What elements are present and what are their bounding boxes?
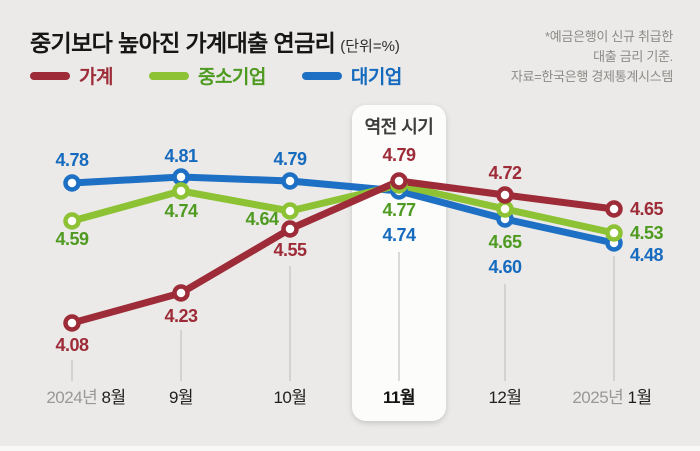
value-label-가계: 4.08: [55, 335, 89, 355]
value-label-중소기업: 4.53: [630, 223, 664, 243]
series-line-대기업: [68, 173, 618, 247]
page-title: 중기보다 높아진 가계대출 연금리: [30, 30, 336, 56]
x-axis-label: 2024년 8월: [46, 388, 125, 407]
data-point-가계: [390, 172, 408, 190]
value-label-가계: 4.79: [382, 145, 416, 165]
legend-label: 가계: [79, 67, 113, 88]
series-line-가계: [68, 177, 618, 327]
data-point-가계: [172, 284, 190, 302]
value-label-가계: 4.23: [164, 306, 198, 326]
value-label-가계: 4.55: [273, 240, 307, 260]
legend-swatch-icon: [148, 71, 189, 80]
data-point-대기업: [63, 174, 81, 192]
legend-swatch-icon: [301, 71, 342, 80]
source-note-line: 자료=한국은행 경제통계시스템: [510, 69, 673, 84]
x-axis-label: 9월: [169, 388, 193, 407]
value-label-중소기업: 4.59: [55, 229, 89, 249]
source-note-line: 대출 금리 기준.: [593, 49, 673, 64]
title-row: 중기보다 높아진 가계대출 연금리 (단위=%): [30, 24, 400, 58]
legend-label: 대기업: [350, 67, 402, 88]
data-point-중소기업: [496, 200, 514, 218]
legend-item-2: 대기업: [301, 62, 402, 89]
value-label-중소기업: 4.77: [382, 200, 416, 220]
value-label-대기업: 4.78: [55, 150, 89, 170]
unit-label: (단위=%): [340, 38, 400, 55]
x-axis-label: 10월: [273, 388, 306, 407]
value-label-가계: 4.65: [630, 199, 664, 219]
data-point-가계: [605, 200, 623, 218]
source-note-line: *예금은행이 신규 취급한: [545, 29, 673, 44]
value-label-대기업: 4.74: [382, 225, 416, 245]
value-label-대기업: 4.79: [273, 149, 307, 169]
value-label-대기업: 4.81: [164, 146, 198, 166]
x-axis-label: 12월: [488, 388, 521, 407]
data-point-중소기업: [605, 224, 623, 242]
legend: 가계 중소기업 대기업: [30, 62, 402, 89]
data-point-대기업: [172, 168, 190, 186]
data-point-대기업: [281, 172, 299, 190]
series-line-중소기업: [68, 181, 618, 237]
value-label-대기업: 4.48: [630, 245, 664, 265]
value-label-중소기업: 4.65: [488, 232, 522, 252]
value-label-중소기업: 4.74: [164, 201, 198, 221]
legend-label: 중소기업: [197, 67, 266, 88]
value-label-중소기업: 4.64: [245, 209, 279, 229]
data-point-중소기업: [172, 182, 190, 200]
value-label-대기업: 4.60: [488, 257, 522, 277]
legend-item-0: 가계: [30, 62, 113, 89]
data-point-가계: [496, 186, 514, 204]
data-point-중소기업: [281, 202, 299, 220]
bottom-strip: [0, 446, 700, 451]
legend-swatch-icon: [30, 71, 70, 80]
annotation-label: 역전 시기: [365, 117, 434, 137]
value-label-가계: 4.72: [488, 163, 522, 183]
data-point-중소기업: [63, 212, 81, 230]
data-point-가계: [63, 314, 81, 332]
data-point-가계: [281, 220, 299, 238]
legend-item-1: 중소기업: [148, 62, 266, 89]
x-axis-label: 11월: [383, 388, 415, 407]
x-axis-label: 2025년 1월: [572, 388, 651, 407]
